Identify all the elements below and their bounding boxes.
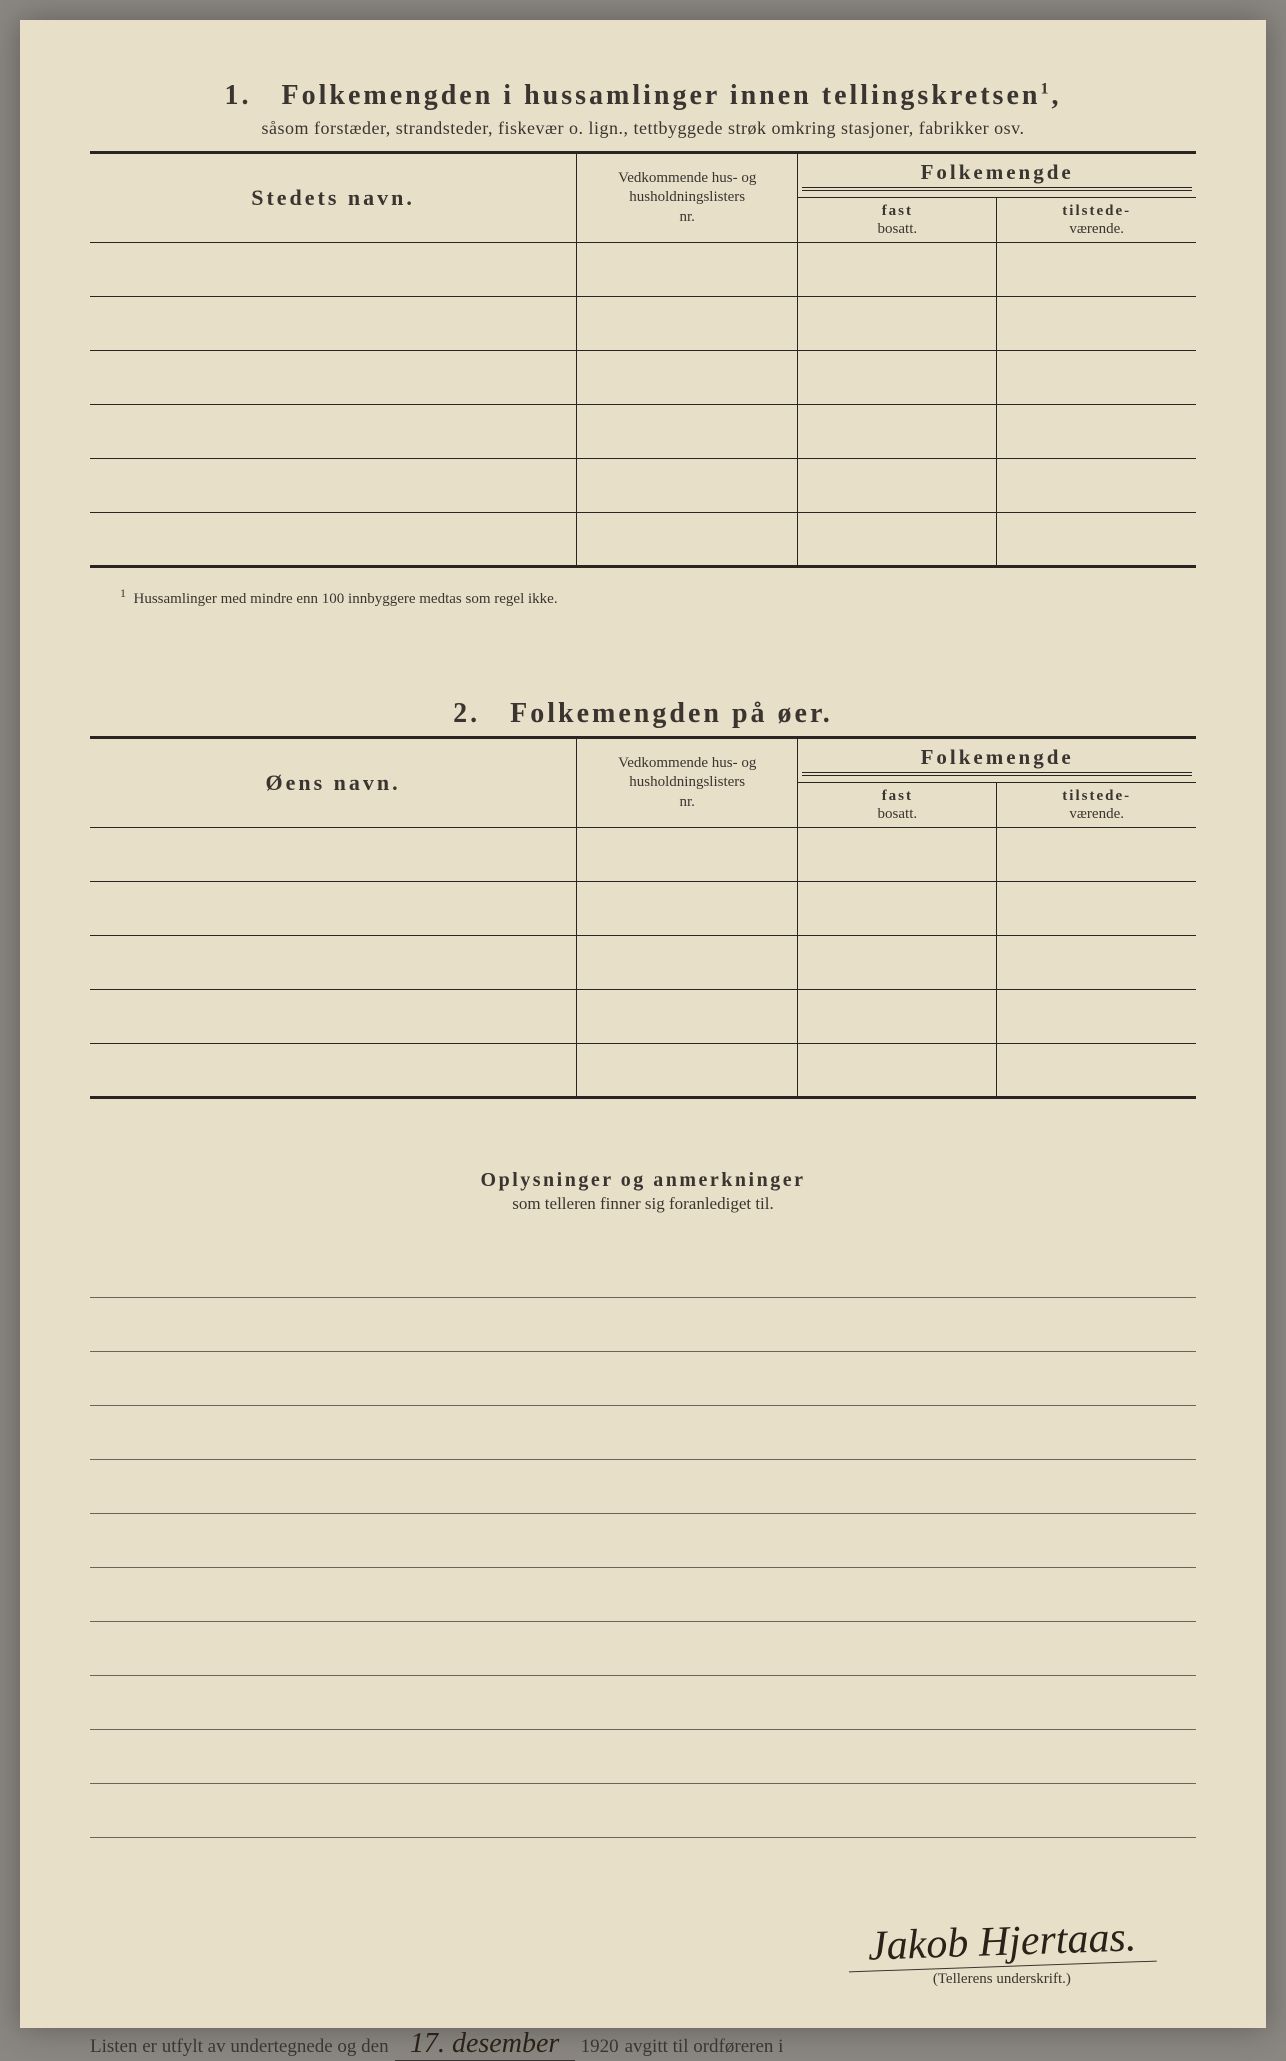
table-1: Stedets navn. Vedkommende hus- og hushol… bbox=[90, 151, 1196, 568]
footnote-super: 1 bbox=[120, 586, 126, 600]
attestation-line: Listen er utfylt av undertegnede og den … bbox=[90, 2028, 1196, 2061]
ruled-lines bbox=[90, 1244, 1196, 1838]
remarks-title: Oplysninger og anmerkninger bbox=[90, 1169, 1196, 1192]
document-page: 1. Folkemengden i hussamlinger innen tel… bbox=[20, 20, 1266, 2028]
table-2-body bbox=[90, 828, 1196, 1098]
table-row bbox=[90, 1044, 1196, 1098]
subcol2-fast: fast bosatt. bbox=[798, 783, 997, 828]
col-header-mid: Vedkommende hus- og husholdningslisters … bbox=[577, 153, 798, 243]
subcol-tilstede: tilstede- værende. bbox=[997, 198, 1196, 243]
section-1-subtitle: såsom forstæder, strandsteder, fiskevær … bbox=[90, 118, 1196, 139]
remarks-section: Oplysninger og anmerkninger som telleren… bbox=[90, 1169, 1196, 1214]
table-row bbox=[90, 936, 1196, 990]
signature-caption: (Tellerens underskrift.) bbox=[848, 1971, 1156, 1988]
section-2: 2. Folkemengden på øer. Øens navn. Vedko… bbox=[90, 698, 1196, 1099]
section-1-title-super: 1 bbox=[1040, 81, 1051, 98]
table-1-body bbox=[90, 243, 1196, 567]
section-1-title-text: Folkemengden i hussamlinger innen tellin… bbox=[282, 80, 1041, 111]
ruled-line bbox=[90, 1298, 1196, 1352]
table-row bbox=[90, 351, 1196, 405]
ruled-line bbox=[90, 1676, 1196, 1730]
col2-header-mid: Vedkommende hus- og husholdningslisters … bbox=[577, 738, 798, 828]
ruled-line bbox=[90, 1568, 1196, 1622]
ruled-line bbox=[90, 1460, 1196, 1514]
table-row bbox=[90, 297, 1196, 351]
ruled-line bbox=[90, 1622, 1196, 1676]
table-row bbox=[90, 513, 1196, 567]
ruled-line bbox=[90, 1352, 1196, 1406]
til-top: tilstede- bbox=[999, 202, 1194, 220]
til2-top: tilstede- bbox=[999, 787, 1194, 805]
col2-mid-line2: husholdningslisters bbox=[629, 774, 745, 790]
footnote-text: Hussamlinger med mindre enn 100 innbygge… bbox=[134, 591, 558, 607]
col2-mid-line3: nr. bbox=[680, 794, 695, 810]
section-2-number: 2. bbox=[453, 698, 480, 729]
table-row bbox=[90, 243, 1196, 297]
table-row bbox=[90, 405, 1196, 459]
section-2-title-text: Folkemengden på øer. bbox=[510, 698, 833, 729]
ruled-line bbox=[90, 1406, 1196, 1460]
folk-label: Folkemengde bbox=[802, 160, 1192, 185]
ruled-line bbox=[90, 1244, 1196, 1298]
section-1-title: 1. Folkemengden i hussamlinger innen tel… bbox=[90, 80, 1196, 112]
table-row bbox=[90, 882, 1196, 936]
col2-header-folk: Folkemengde bbox=[798, 738, 1196, 783]
fast-top: fast bbox=[800, 202, 994, 220]
ruled-line bbox=[90, 1514, 1196, 1568]
attestation-prefix: Listen er utfylt av undertegnede og den bbox=[90, 2036, 389, 2058]
col2-header-name: Øens navn. bbox=[90, 738, 577, 828]
handwritten-date: 17. desember bbox=[395, 2028, 575, 2061]
subcol-fast: fast bosatt. bbox=[798, 198, 997, 243]
col-mid-line3: nr. bbox=[680, 209, 695, 225]
double-rule-icon bbox=[802, 772, 1192, 776]
ruled-line bbox=[90, 1730, 1196, 1784]
col2-mid-line1: Vedkommende hus- og bbox=[618, 755, 756, 771]
col-mid-line2: husholdningslisters bbox=[629, 189, 745, 205]
double-rule-icon bbox=[802, 187, 1192, 191]
folk2-label: Folkemengde bbox=[802, 745, 1192, 770]
section-2-title: 2. Folkemengden på øer. bbox=[90, 698, 1196, 730]
table-row bbox=[90, 828, 1196, 882]
remarks-subtitle: som telleren finner sig foranlediget til… bbox=[90, 1194, 1196, 1214]
attestation-suffix: avgitt til ordføreren i bbox=[625, 2036, 784, 2058]
section-1-footnote: 1 Hussamlinger med mindre enn 100 innbyg… bbox=[120, 586, 1196, 608]
table-row bbox=[90, 990, 1196, 1044]
section-1: 1. Folkemengden i hussamlinger innen tel… bbox=[90, 80, 1196, 608]
table-row bbox=[90, 459, 1196, 513]
til-bot: værende. bbox=[999, 220, 1194, 238]
fast-bot: bosatt. bbox=[800, 220, 994, 238]
table-2: Øens navn. Vedkommende hus- og husholdni… bbox=[90, 736, 1196, 1099]
ruled-line bbox=[90, 1784, 1196, 1838]
subcol2-tilstede: tilstede- værende. bbox=[997, 783, 1196, 828]
signature-text: Jakob Hjertaas. bbox=[847, 1913, 1157, 1973]
col-header-folk: Folkemengde bbox=[798, 153, 1196, 198]
section-1-number: 1. bbox=[225, 80, 252, 111]
attestation-year: 1920 bbox=[581, 2036, 619, 2058]
signature-block: Jakob Hjertaas. (Tellerens underskrift.) bbox=[848, 1918, 1156, 1988]
fast2-top: fast bbox=[800, 787, 994, 805]
fast2-bot: bosatt. bbox=[800, 805, 994, 823]
col-mid-line1: Vedkommende hus- og bbox=[618, 170, 756, 186]
til2-bot: værende. bbox=[999, 805, 1194, 823]
col-header-name: Stedets navn. bbox=[90, 153, 577, 243]
